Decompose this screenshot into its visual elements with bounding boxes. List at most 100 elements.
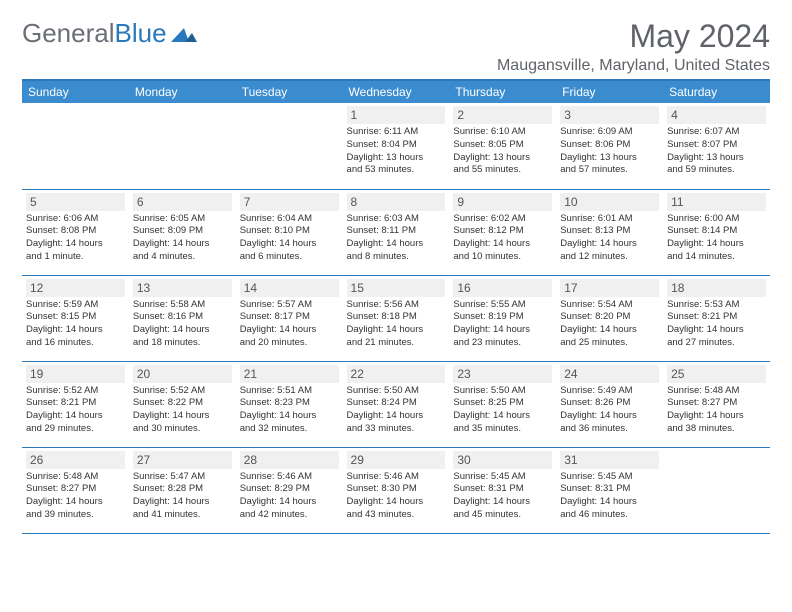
- day-info-line: Sunrise: 5:47 AM: [133, 471, 232, 484]
- day-info: Sunrise: 5:45 AMSunset: 8:31 PMDaylight:…: [560, 471, 659, 522]
- day-info-line: and 41 minutes.: [133, 509, 232, 522]
- day-info-line: Sunrise: 5:48 AM: [667, 385, 766, 398]
- day-info-line: Sunset: 8:09 PM: [133, 225, 232, 238]
- day-info: Sunrise: 5:45 AMSunset: 8:31 PMDaylight:…: [453, 471, 552, 522]
- day-info-line: Sunset: 8:21 PM: [667, 311, 766, 324]
- day-info-line: Sunset: 8:13 PM: [560, 225, 659, 238]
- day-info-line: and 14 minutes.: [667, 251, 766, 264]
- day-info-line: and 29 minutes.: [26, 423, 125, 436]
- calendar-table: SundayMondayTuesdayWednesdayThursdayFrid…: [22, 79, 770, 534]
- calendar-week-row: 5 Sunrise: 6:06 AMSunset: 8:08 PM Daylight…: [22, 189, 770, 275]
- day-info-line: Sunset: 8:31 PM: [453, 483, 552, 496]
- calendar-cell: 31Sunrise: 5:45 AMSunset: 8:31 PMDayligh…: [556, 447, 663, 533]
- day-number: 19: [26, 365, 125, 383]
- day-info-line: Sunrise: 6:06 AM: [26, 213, 125, 226]
- day-number: 16: [453, 279, 552, 297]
- day-info-line: and 39 minutes.: [26, 509, 125, 522]
- day-info: Sunrise: 5:49 AMSunset: 8:26 PMDaylight:…: [560, 385, 659, 436]
- day-info-line: Daylight: 14 hours: [453, 238, 552, 251]
- day-number: 24: [560, 365, 659, 383]
- day-info: Sunrise: 5:59 AMSunset: 8:15 PMDaylight:…: [26, 299, 125, 350]
- day-number: 25: [667, 365, 766, 383]
- day-info-line: Sunrise: 5:51 AM: [240, 385, 339, 398]
- day-info-line: and 30 minutes.: [133, 423, 232, 436]
- calendar-cell: 12Sunrise: 5:59 AMSunset: 8:15 PMDayligh…: [22, 275, 129, 361]
- day-info-line: Daylight: 13 hours: [347, 152, 446, 165]
- day-info: Sunrise: 6:00 AMSunset: 8:14 PMDaylight:…: [667, 213, 766, 264]
- day-info-line: Daylight: 14 hours: [26, 324, 125, 337]
- day-info: Sunrise: 6:07 AMSunset: 8:07 PMDaylight:…: [667, 126, 766, 177]
- day-info-line: and 8 minutes.: [347, 251, 446, 264]
- calendar-week-row: 26Sunrise: 5:48 AMSunset: 8:27 PMDayligh…: [22, 447, 770, 533]
- day-info: Sunrise: 6:04 AMSunset: 8:10 PMDaylight:…: [240, 213, 339, 264]
- day-info-line: and 33 minutes.: [347, 423, 446, 436]
- day-info-line: Sunset: 8:19 PM: [453, 311, 552, 324]
- day-info-line: Daylight: 14 hours: [560, 410, 659, 423]
- day-number: 28: [240, 451, 339, 469]
- weekday-header: Wednesday: [343, 80, 450, 103]
- day-info-line: Sunrise: 5:45 AM: [560, 471, 659, 484]
- calendar-week-row: 1Sunrise: 6:11 AMSunset: 8:04 PMDaylight…: [22, 103, 770, 189]
- calendar-cell: 2Sunrise: 6:10 AMSunset: 8:05 PMDaylight…: [449, 103, 556, 189]
- calendar-cell: 3Sunrise: 6:09 AMSunset: 8:06 PMDaylight…: [556, 103, 663, 189]
- day-info-line: Sunrise: 6:00 AM: [667, 213, 766, 226]
- calendar-cell: 23Sunrise: 5:50 AMSunset: 8:25 PMDayligh…: [449, 361, 556, 447]
- day-info: Sunrise: 5:52 AMSunset: 8:22 PMDaylight:…: [133, 385, 232, 436]
- day-info-line: Sunset: 8:23 PM: [240, 397, 339, 410]
- day-number: 5: [26, 193, 125, 211]
- day-info: Sunrise: 6:01 AMSunset: 8:13 PMDaylight:…: [560, 213, 659, 264]
- calendar-cell: 22Sunrise: 5:50 AMSunset: 8:24 PMDayligh…: [343, 361, 450, 447]
- day-info-line: and 53 minutes.: [347, 164, 446, 177]
- day-number: 18: [667, 279, 766, 297]
- day-info-line: Daylight: 14 hours: [667, 410, 766, 423]
- day-info-line: Sunset: 8:21 PM: [26, 397, 125, 410]
- day-info: Sunrise: 6:05 AMSunset: 8:09 PMDaylight:…: [133, 213, 232, 264]
- calendar-cell: 26Sunrise: 5:48 AMSunset: 8:27 PMDayligh…: [22, 447, 129, 533]
- day-info-line: Daylight: 13 hours: [560, 152, 659, 165]
- calendar-cell: 18Sunrise: 5:53 AMSunset: 8:21 PMDayligh…: [663, 275, 770, 361]
- day-info-line: Sunrise: 5:52 AM: [26, 385, 125, 398]
- day-info-line: Daylight: 14 hours: [347, 238, 446, 251]
- day-info-line: Sunset: 8:18 PM: [347, 311, 446, 324]
- day-info-line: Sunrise: 5:45 AM: [453, 471, 552, 484]
- day-info-line: Sunrise: 5:59 AM: [26, 299, 125, 312]
- day-info-line: Sunrise: 6:01 AM: [560, 213, 659, 226]
- day-info: Sunrise: 5:54 AMSunset: 8:20 PMDaylight:…: [560, 299, 659, 350]
- day-info-line: Sunrise: 5:53 AM: [667, 299, 766, 312]
- day-info: Sunrise: 5:50 AMSunset: 8:24 PMDaylight:…: [347, 385, 446, 436]
- calendar-cell: 10Sunrise: 6:01 AMSunset: 8:13 PMDayligh…: [556, 189, 663, 275]
- day-info-line: and 25 minutes.: [560, 337, 659, 350]
- day-info-line: Daylight: 14 hours: [133, 324, 232, 337]
- day-info-line: Daylight: 14 hours: [240, 410, 339, 423]
- day-info: Sunrise: 6:02 AMSunset: 8:12 PMDaylight:…: [453, 213, 552, 264]
- day-info-line: Sunset: 8:28 PM: [133, 483, 232, 496]
- day-info-line: Sunrise: 6:04 AM: [240, 213, 339, 226]
- day-info-line: Sunset: 8:08 PM: [26, 225, 125, 238]
- header: GeneralBlue May 2024 Maugansville, Maryl…: [22, 18, 770, 75]
- day-info-line: Sunrise: 5:50 AM: [453, 385, 552, 398]
- day-info: Sunrise: 5:58 AMSunset: 8:16 PMDaylight:…: [133, 299, 232, 350]
- day-info-line: and 42 minutes.: [240, 509, 339, 522]
- day-info-line: Sunrise: 5:58 AM: [133, 299, 232, 312]
- day-info-line: Daylight: 14 hours: [26, 496, 125, 509]
- location: Maugansville, Maryland, United States: [497, 57, 770, 75]
- day-info-line: Sunset: 8:04 PM: [347, 139, 446, 152]
- day-info-line: Sunset: 8:25 PM: [453, 397, 552, 410]
- day-info-line: and 55 minutes.: [453, 164, 552, 177]
- day-info-line: and 38 minutes.: [667, 423, 766, 436]
- calendar-cell: 15Sunrise: 5:56 AMSunset: 8:18 PMDayligh…: [343, 275, 450, 361]
- day-info-line: Daylight: 14 hours: [240, 496, 339, 509]
- day-info: Sunrise: 5:55 AMSunset: 8:19 PMDaylight:…: [453, 299, 552, 350]
- day-number: 2: [453, 106, 552, 124]
- logo-text-1: General: [22, 18, 115, 49]
- day-info-line: and 35 minutes.: [453, 423, 552, 436]
- day-number: 4: [667, 106, 766, 124]
- day-info-line: and 12 minutes.: [560, 251, 659, 264]
- day-info: Sunrise: 5:48 AMSunset: 8:27 PMDaylight:…: [667, 385, 766, 436]
- day-info-line: Sunset: 8:05 PM: [453, 139, 552, 152]
- day-info: Sunrise: 5:57 AMSunset: 8:17 PMDaylight:…: [240, 299, 339, 350]
- day-info: Sunrise: 6:11 AMSunset: 8:04 PMDaylight:…: [347, 126, 446, 177]
- day-info: Sunrise: 5:46 AMSunset: 8:29 PMDaylight:…: [240, 471, 339, 522]
- day-number: 14: [240, 279, 339, 297]
- day-info-line: and 23 minutes.: [453, 337, 552, 350]
